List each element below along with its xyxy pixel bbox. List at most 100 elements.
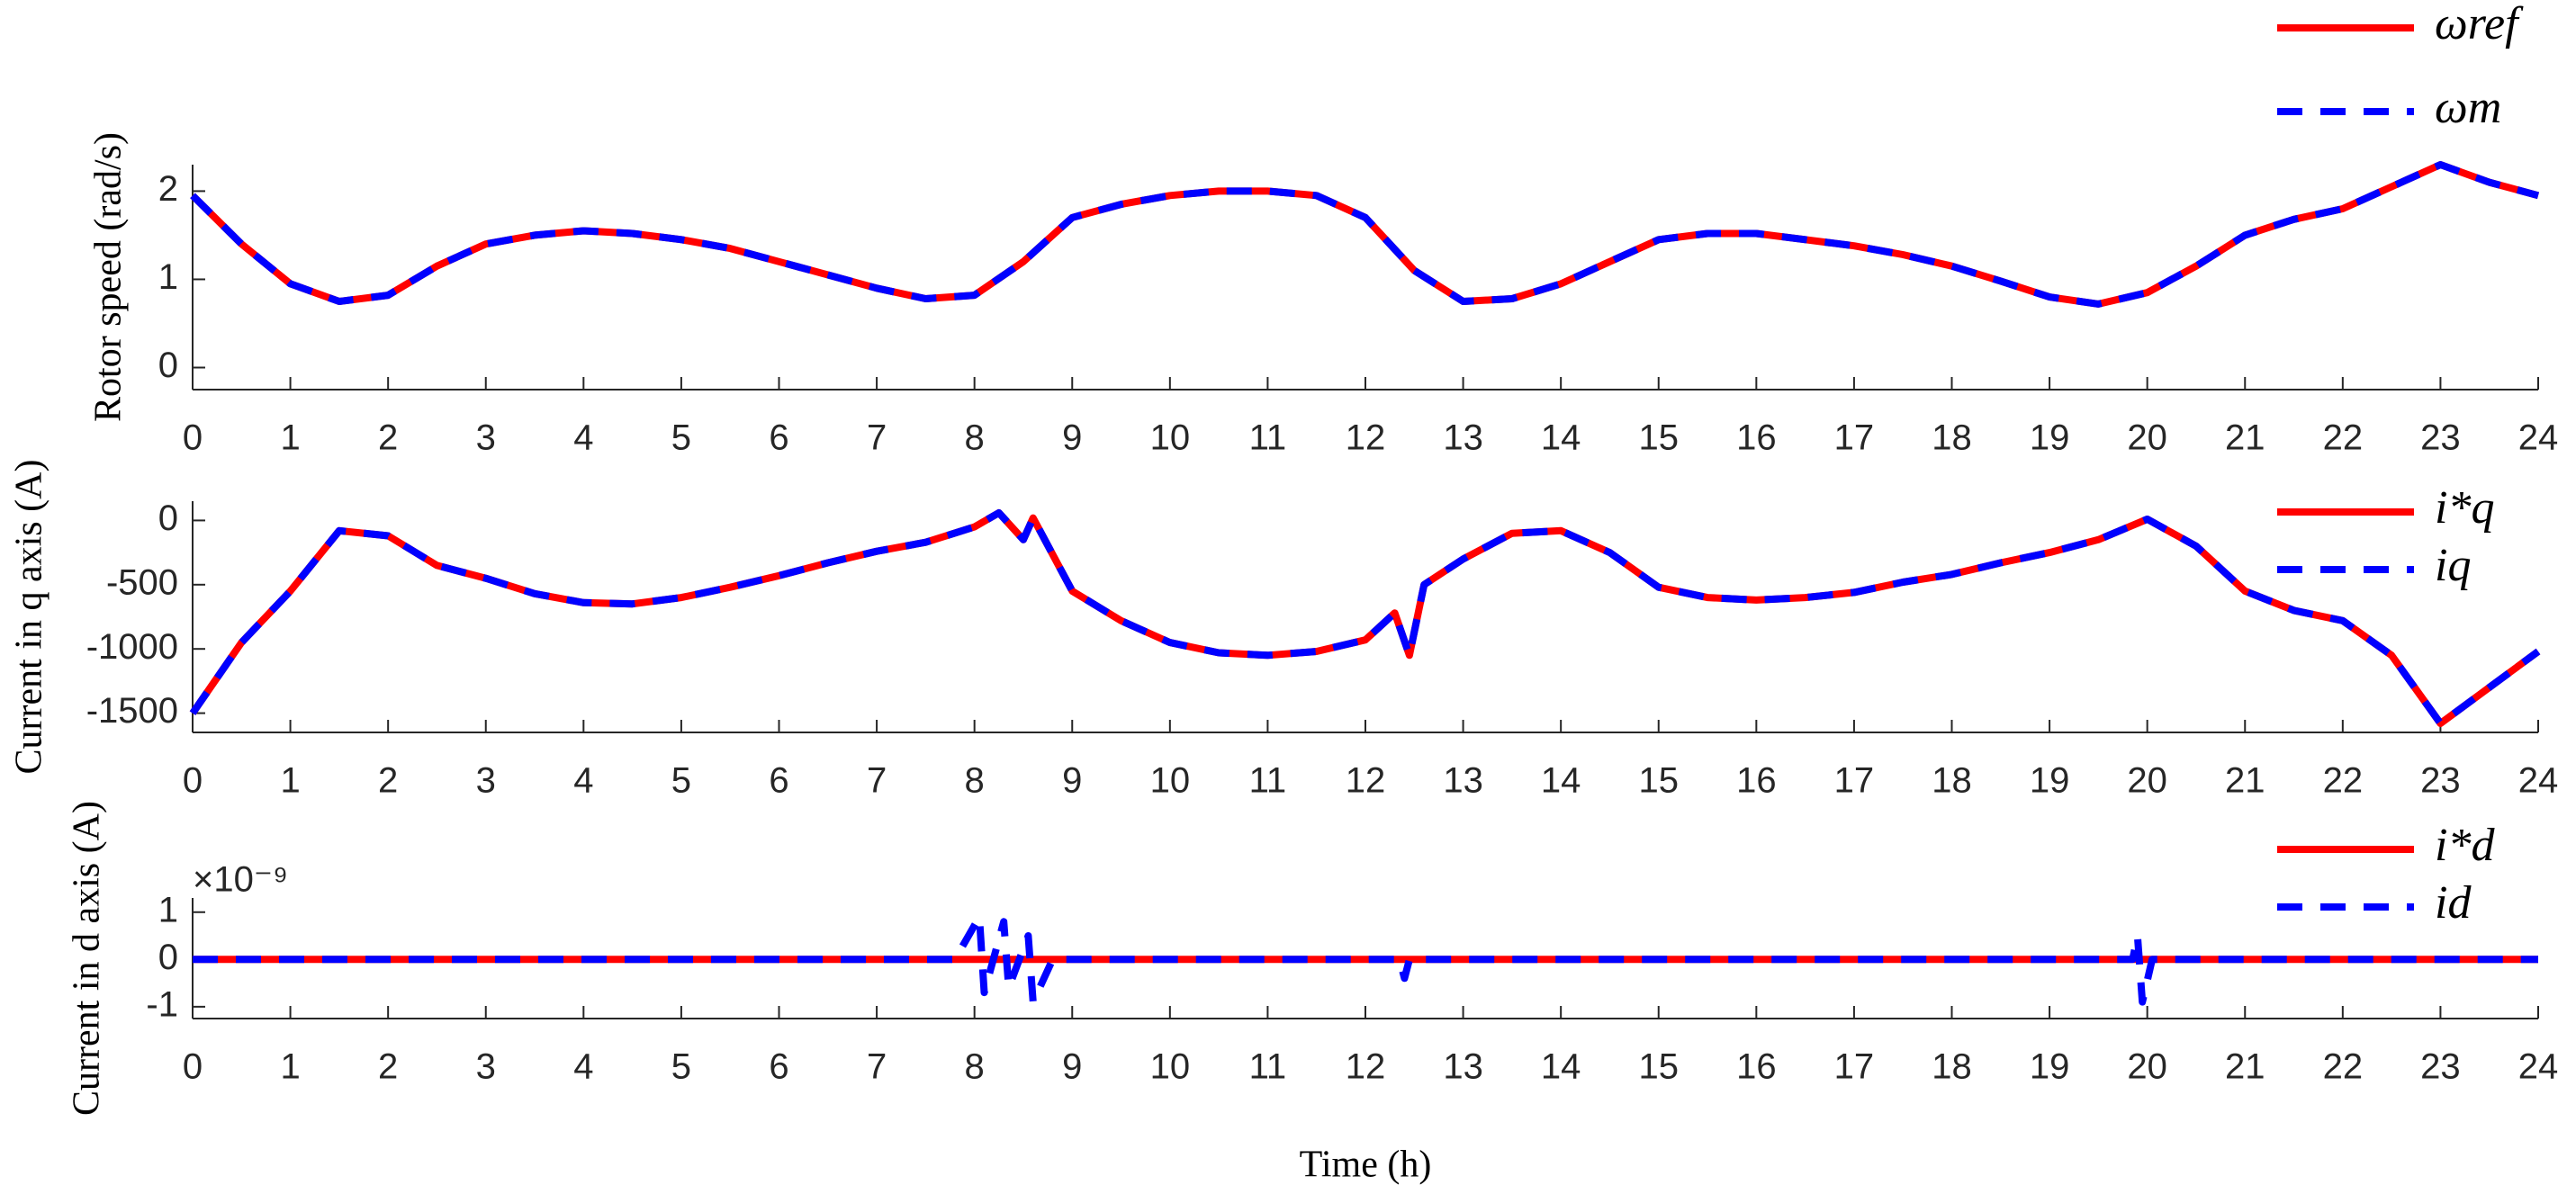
- y-axis-label: Rotor speed (rad/s): [88, 132, 130, 422]
- x-tick-label: 20: [2127, 418, 2167, 458]
- x-tick-label: 18: [1932, 1047, 1972, 1087]
- x-tick-label: 3: [476, 761, 496, 801]
- x-tick-label: 8: [965, 761, 985, 801]
- x-tick-label: 6: [769, 761, 788, 801]
- x-tick-label: 9: [1062, 1047, 1082, 1087]
- x-tick-label: 8: [965, 418, 985, 458]
- x-tick-label: 10: [1150, 761, 1191, 801]
- x-tick-label: 12: [1346, 1047, 1386, 1087]
- legend-label: ωref: [2435, 0, 2524, 49]
- y-tick-label: -500: [106, 562, 178, 602]
- x-tick-label: 15: [1639, 418, 1680, 458]
- x-tick-label: 13: [1443, 761, 1483, 801]
- x-tick-label: 21: [2225, 418, 2265, 458]
- x-tick-label: 22: [2323, 761, 2364, 801]
- y-axis-label: Current in d axis (A): [67, 801, 108, 1116]
- x-tick-label: 23: [2420, 761, 2461, 801]
- x-tick-label: 1: [280, 761, 300, 801]
- y-tick-label: -1000: [86, 627, 178, 667]
- x-tick-label: 23: [2420, 418, 2461, 458]
- legend-label: i*q: [2435, 482, 2494, 534]
- x-tick-label: 16: [1736, 418, 1777, 458]
- x-tick-label: 12: [1346, 761, 1386, 801]
- y-tick-label: 1: [158, 257, 178, 297]
- x-tick-label: 19: [2030, 1047, 2070, 1087]
- x-tick-label: 24: [2518, 1047, 2559, 1087]
- x-tick-label: 14: [1541, 418, 1581, 458]
- x-tick-label: 6: [769, 418, 788, 458]
- x-tick-label: 20: [2127, 761, 2167, 801]
- x-tick-label: 5: [671, 418, 691, 458]
- x-tick-label: 20: [2127, 1047, 2167, 1087]
- y-tick-label: 1: [158, 890, 178, 929]
- x-tick-label: 7: [867, 418, 887, 458]
- y-tick-label: 2: [158, 169, 178, 209]
- x-tick-label: 18: [1932, 761, 1972, 801]
- x-tick-label: 9: [1062, 418, 1082, 458]
- x-tick-label: 3: [476, 418, 496, 458]
- x-tick-label: 11: [1249, 761, 1287, 801]
- x-tick-label: 24: [2518, 418, 2559, 458]
- x-tick-label: 2: [378, 1047, 398, 1087]
- x-tick-label: 15: [1639, 1047, 1680, 1087]
- legend-label: i*d: [2435, 820, 2495, 871]
- x-tick-label: 17: [1834, 1047, 1875, 1087]
- x-tick-label: 10: [1150, 1047, 1191, 1087]
- x-tick-label: 11: [1249, 418, 1287, 458]
- x-tick-label: 16: [1736, 761, 1777, 801]
- y-tick-label: -1: [146, 984, 178, 1024]
- series-line: [190, 161, 2540, 308]
- x-tick-label: 22: [2323, 1047, 2364, 1087]
- x-tick-label: 13: [1443, 418, 1483, 458]
- y-tick-label: 0: [158, 938, 178, 977]
- x-tick-label: 0: [183, 761, 203, 801]
- x-tick-label: 2: [378, 761, 398, 801]
- x-tick-label: 15: [1639, 761, 1680, 801]
- x-tick-label: 10: [1150, 418, 1191, 458]
- legend-label: iq: [2435, 540, 2471, 591]
- x-tick-label: 0: [183, 1047, 203, 1087]
- x-tick-label: 13: [1443, 1047, 1483, 1087]
- x-tick-label: 16: [1736, 1047, 1777, 1087]
- x-tick-label: 19: [2030, 418, 2070, 458]
- y-axis-label: Current in q axis (A): [9, 460, 50, 775]
- series-line: [193, 913, 2538, 1006]
- x-axis-label: Time (h): [1300, 1145, 1432, 1186]
- x-tick-label: 9: [1062, 761, 1082, 801]
- x-tick-label: 0: [183, 418, 203, 458]
- x-tick-label: 17: [1834, 418, 1875, 458]
- x-tick-label: 5: [671, 1047, 691, 1087]
- x-tick-label: 22: [2323, 418, 2364, 458]
- x-tick-label: 6: [769, 1047, 788, 1087]
- x-tick-label: 14: [1541, 761, 1581, 801]
- y-multiplier: ×10⁻⁹: [193, 860, 288, 900]
- x-tick-label: 5: [671, 761, 691, 801]
- legend-label: ωm: [2435, 82, 2501, 133]
- x-tick-label: 3: [476, 1047, 496, 1087]
- x-tick-label: 21: [2225, 1047, 2265, 1087]
- x-tick-label: 12: [1346, 418, 1386, 458]
- x-tick-label: 21: [2225, 761, 2265, 801]
- x-tick-label: 1: [280, 418, 300, 458]
- x-tick-label: 11: [1249, 1047, 1287, 1087]
- y-tick-label: -1500: [86, 691, 178, 731]
- x-tick-label: 4: [573, 418, 593, 458]
- x-tick-label: 23: [2420, 1047, 2461, 1087]
- x-tick-label: 7: [867, 1047, 887, 1087]
- y-tick-label: 0: [158, 498, 178, 538]
- y-tick-label: 0: [158, 346, 178, 385]
- x-tick-label: 8: [965, 1047, 985, 1087]
- x-tick-label: 4: [573, 761, 593, 801]
- series-line: [189, 508, 2541, 727]
- legend-label: id: [2435, 877, 2472, 929]
- x-tick-label: 1: [280, 1047, 300, 1087]
- x-tick-label: 18: [1932, 418, 1972, 458]
- x-tick-label: 19: [2030, 761, 2070, 801]
- x-tick-label: 4: [573, 1047, 593, 1087]
- x-tick-label: 14: [1541, 1047, 1581, 1087]
- x-tick-label: 17: [1834, 761, 1875, 801]
- x-tick-label: 2: [378, 418, 398, 458]
- x-tick-label: 7: [867, 761, 887, 801]
- x-tick-label: 24: [2518, 761, 2559, 801]
